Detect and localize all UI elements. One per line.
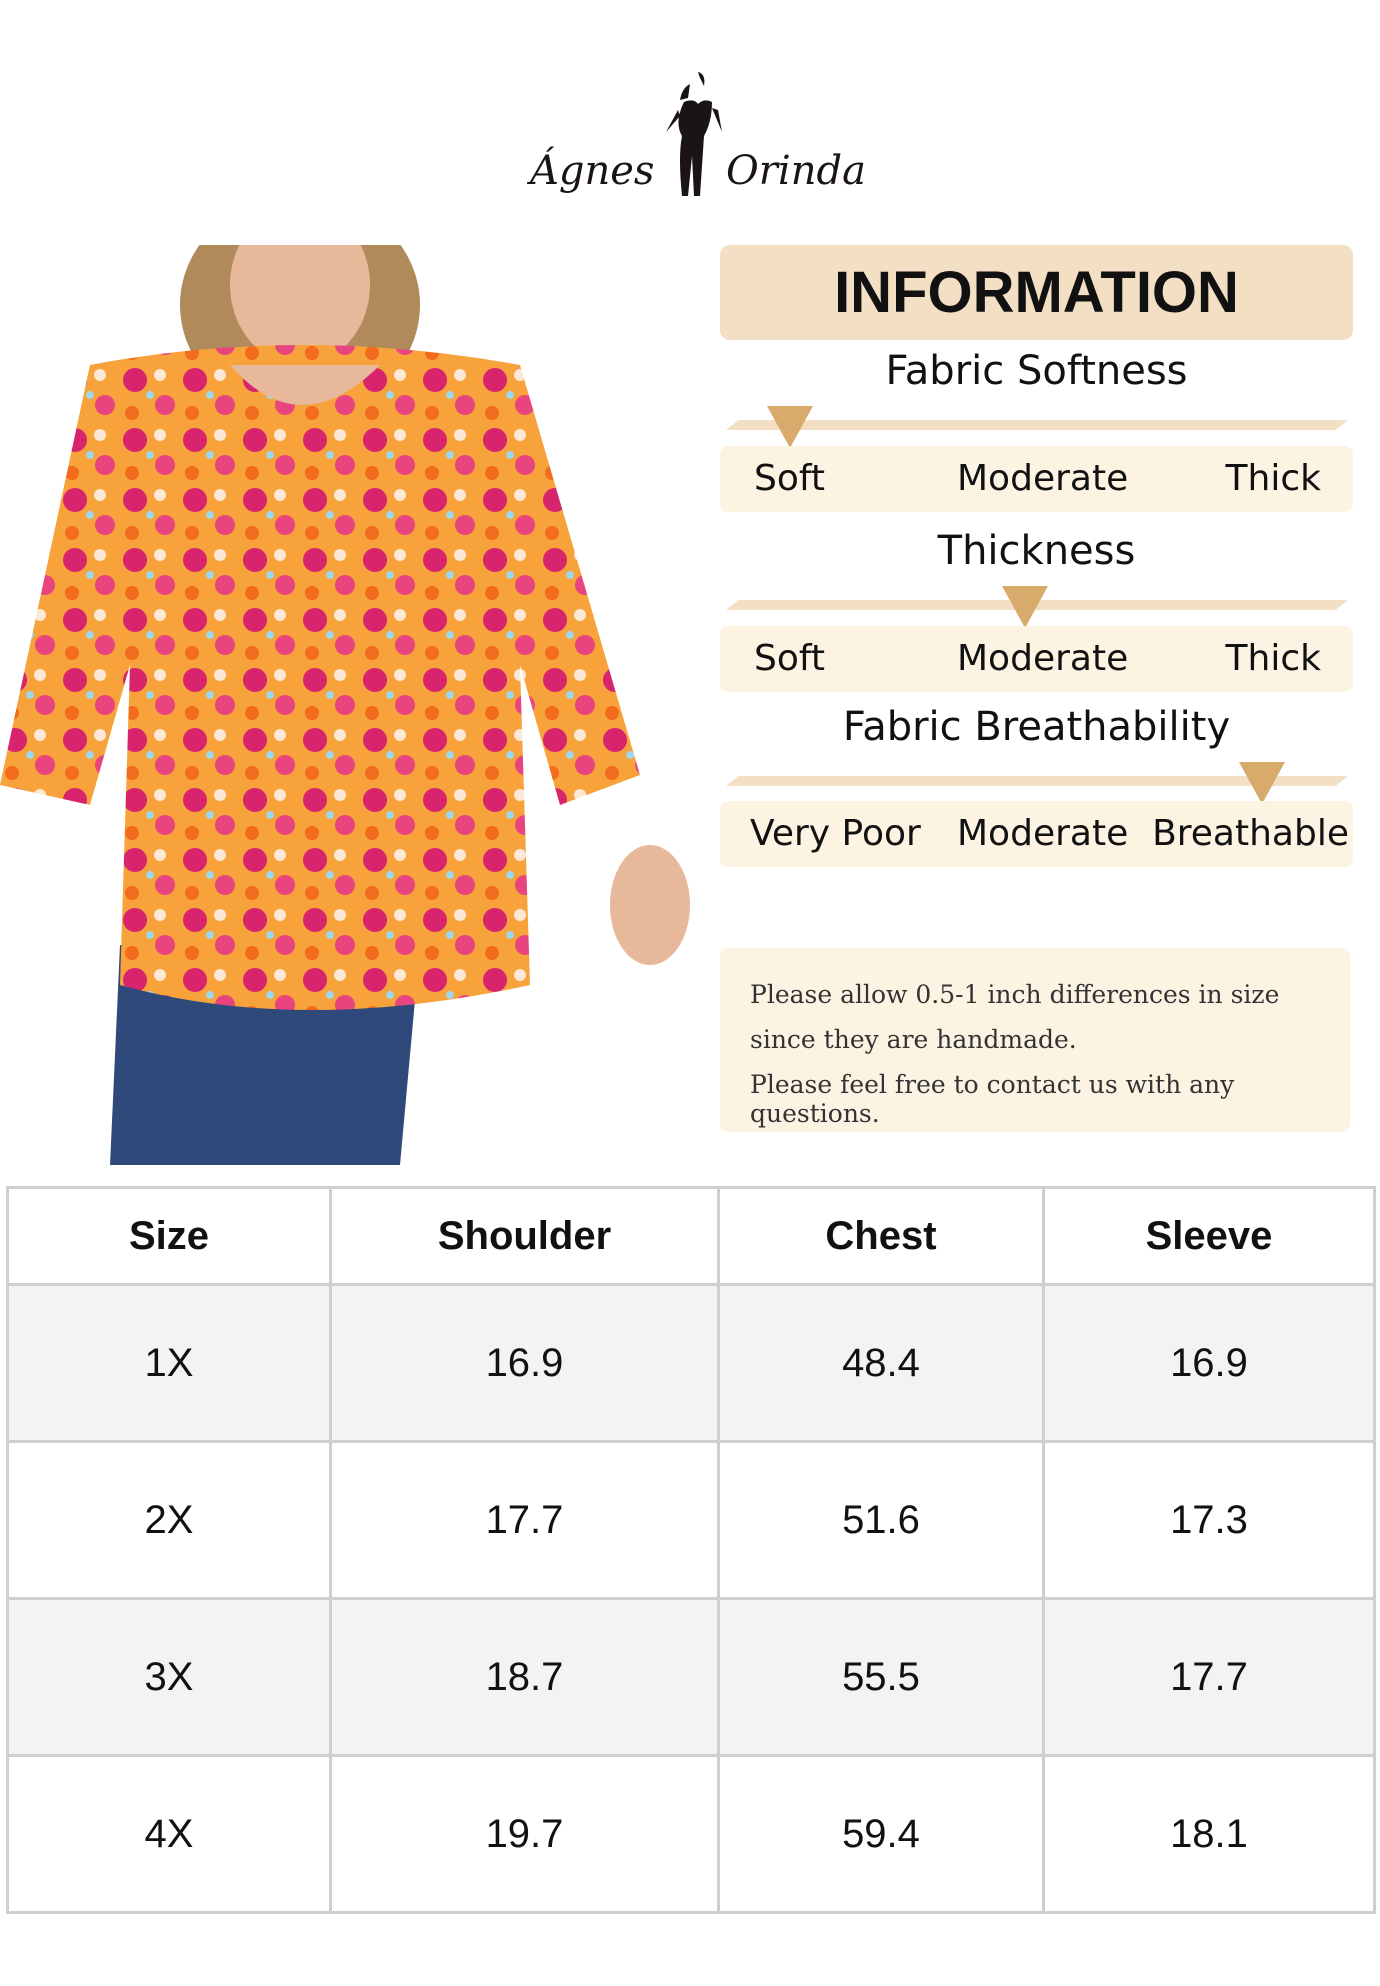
- cell-size: 2X: [6, 1440, 332, 1600]
- cell-shoulder: 17.7: [329, 1440, 720, 1600]
- scale-label: Thick: [1225, 458, 1321, 499]
- cell-size: 4X: [6, 1754, 332, 1914]
- table-row: 2X 17.7 51.6 17.3: [6, 1440, 1376, 1600]
- scale-label: Soft: [754, 638, 826, 679]
- table-header-row: Size Shoulder Chest Sleeve: [6, 1186, 1376, 1286]
- fabric-breathability-labels: Very Poor Moderate Breathable: [720, 801, 1353, 867]
- size-chart-table: Size Shoulder Chest Sleeve 1X 16.9 48.4 …: [6, 1186, 1376, 1914]
- cell-sleeve: 17.3: [1042, 1440, 1376, 1600]
- header-shoulder: Shoulder: [329, 1186, 720, 1286]
- scale-label: Breathable: [1152, 813, 1349, 854]
- cell-chest: 48.4: [717, 1283, 1045, 1443]
- header-size: Size: [6, 1186, 332, 1286]
- fabric-softness-labels: Soft Moderate Thick: [720, 446, 1353, 512]
- cell-chest: 55.5: [717, 1597, 1045, 1757]
- table-row: 3X 18.7 55.5 17.7: [6, 1597, 1376, 1757]
- scale-label: Moderate: [957, 813, 1129, 854]
- scale-label: Very Poor: [750, 813, 921, 854]
- header-sleeve: Sleeve: [1042, 1186, 1376, 1286]
- scale-label: Moderate: [957, 458, 1129, 499]
- silhouette-icon: [666, 72, 722, 196]
- cell-shoulder: 16.9: [329, 1283, 720, 1443]
- fabric-breathability-bar: [726, 776, 1348, 786]
- cell-size: 3X: [6, 1597, 332, 1757]
- brand-name-right: Orinda: [726, 148, 866, 194]
- fabric-softness-bar: [726, 420, 1348, 430]
- fabric-softness-title: Fabric Softness: [885, 348, 1188, 394]
- note-line: Please feel free to contact us with any …: [750, 1070, 1235, 1128]
- fabric-softness-marker-icon: [767, 406, 813, 448]
- scale-label: Thick: [1225, 638, 1321, 679]
- brand-logo: Ágnes Orinda: [530, 70, 866, 215]
- cell-sleeve: 18.1: [1042, 1754, 1376, 1914]
- table-row: 1X 16.9 48.4 16.9: [6, 1283, 1376, 1443]
- cell-size: 1X: [6, 1283, 332, 1443]
- cell-chest: 51.6: [717, 1440, 1045, 1600]
- fabric-breathability-marker-icon: [1239, 762, 1285, 804]
- cell-chest: 59.4: [717, 1754, 1045, 1914]
- cell-sleeve: 16.9: [1042, 1283, 1376, 1443]
- scale-label: Soft: [754, 458, 826, 499]
- thickness-title: Thickness: [937, 528, 1136, 574]
- fabric-breathability-title: Fabric Breathability: [842, 704, 1231, 750]
- information-header: INFORMATION: [720, 245, 1353, 340]
- note-line: Please allow 0.5-1 inch differences in s…: [750, 980, 1280, 1009]
- scale-label: Moderate: [957, 638, 1129, 679]
- cell-shoulder: 19.7: [329, 1754, 720, 1914]
- size-note: Please allow 0.5-1 inch differences in s…: [720, 948, 1350, 1132]
- note-line: since they are handmade.: [750, 1025, 1077, 1054]
- thickness-marker-icon: [1002, 586, 1048, 628]
- brand-name-left: Ágnes: [530, 148, 655, 194]
- header-chest: Chest: [717, 1186, 1045, 1286]
- cell-sleeve: 17.7: [1042, 1597, 1376, 1757]
- cell-shoulder: 18.7: [329, 1597, 720, 1757]
- thickness-labels: Soft Moderate Thick: [720, 626, 1353, 692]
- product-photo: [0, 245, 704, 1165]
- table-row: 4X 19.7 59.4 18.1: [6, 1754, 1376, 1914]
